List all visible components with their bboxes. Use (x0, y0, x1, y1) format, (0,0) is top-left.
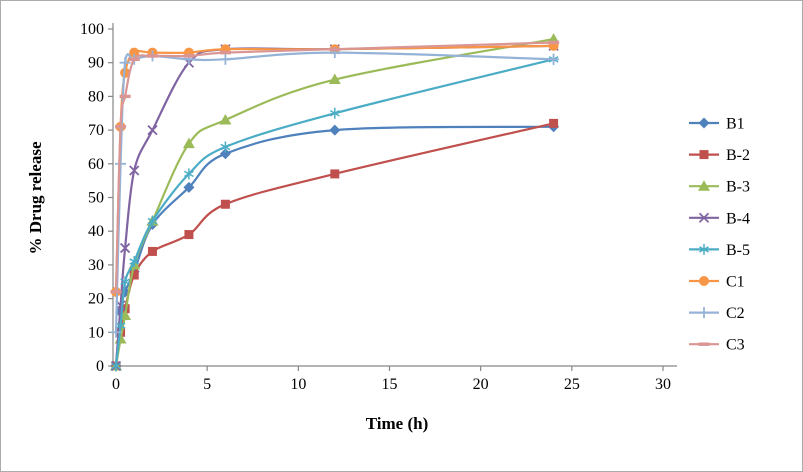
y-tick-label: 60 (88, 156, 104, 173)
marker-B-2 (129, 270, 139, 280)
series-line-B-2 (114, 122, 555, 368)
x-axis-title: Time (h) (366, 414, 429, 433)
y-tick-label: 0 (96, 358, 104, 375)
marker-B-5 (220, 143, 231, 151)
marker-B-3 (328, 73, 341, 85)
legend-marker-B-3 (698, 180, 710, 191)
series-line-B1 (114, 125, 555, 368)
x-tick-label: 0 (112, 376, 120, 393)
marker-B1 (183, 181, 195, 193)
series-line-B-3 (114, 38, 555, 368)
legend-item-C1: C1 (689, 274, 745, 291)
y-tick-label: 30 (88, 257, 104, 274)
y-tick-label: 70 (88, 122, 104, 139)
legend-marker-B1 (698, 117, 710, 129)
marker-B-5 (120, 278, 130, 286)
legend-item-B-3: B-3 (689, 179, 750, 196)
series-line-B-5 (114, 58, 555, 368)
marker-B-4 (119, 242, 131, 254)
marker-B-5 (329, 109, 340, 117)
chart-legend: B1 B-2 B-3 B-4 B-5 C1 C2 C3 (689, 116, 750, 354)
legend-item-B-4: B-4 (689, 210, 750, 227)
legend-item-B1: B1 (689, 116, 745, 133)
legend-marker-B-4 (698, 212, 710, 223)
marker-B-3 (219, 113, 232, 125)
legend-label-C1: C1 (726, 274, 745, 291)
marker-B-2 (220, 199, 230, 209)
series-line-C2 (114, 51, 555, 334)
y-tick-label: 50 (88, 190, 104, 207)
marker-B-4 (129, 165, 140, 176)
marker-B-2 (549, 118, 559, 128)
legend-label-B1: B1 (726, 116, 745, 133)
marker-B-5 (111, 362, 121, 370)
y-tick-label: 100 (80, 21, 104, 38)
y-tick-label: 80 (88, 88, 104, 105)
marker-B-5 (115, 322, 126, 329)
marker-B-2 (330, 169, 340, 179)
legend-item-B-2: B-2 (689, 147, 750, 164)
x-tick-label: 25 (564, 376, 580, 393)
legend-item-B-5: B-5 (689, 242, 750, 259)
chart-plot-area: 0 10 20 30 40 50 60 70 80 90 100 0 5 10 15 20 25 30 (80, 21, 677, 393)
marker-B-4 (147, 124, 158, 136)
legend-label-B-2: B-2 (726, 147, 750, 164)
legend-label-C2: C2 (726, 305, 745, 322)
legend-label-C3: C3 (726, 337, 745, 354)
legend-item-C3: C3 (689, 337, 745, 354)
marker-B-5 (129, 258, 140, 265)
marker-C1 (129, 47, 140, 58)
x-tick-label: 30 (655, 376, 671, 393)
x-tick-label: 5 (203, 376, 211, 393)
marker-B-3 (182, 137, 195, 149)
x-tick-label: 10 (290, 376, 306, 393)
y-tick-label: 90 (88, 55, 104, 72)
y-tick-label: 20 (88, 291, 104, 308)
legend-label-B-5: B-5 (726, 242, 750, 259)
legend-label-B-4: B-4 (726, 210, 750, 227)
marker-B1 (329, 124, 341, 136)
x-tick-label: 20 (473, 376, 489, 393)
y-tick-label: 40 (88, 223, 104, 240)
marker-B-2 (147, 246, 157, 256)
marker-B1 (219, 148, 231, 160)
y-axis-title: % Drug release (26, 141, 45, 254)
marker-B-5 (147, 217, 158, 225)
legend-marker-C1 (699, 276, 709, 286)
x-tick-label: 15 (382, 376, 398, 393)
legend-item-C2: C2 (689, 305, 745, 322)
legend-marker-B-5 (699, 246, 709, 253)
legend-label-B-3: B-3 (726, 179, 750, 196)
marker-B-2 (184, 230, 194, 240)
y-tick-label: 10 (88, 324, 104, 341)
legend-marker-B-2 (699, 150, 709, 160)
series-line-B-4 (114, 44, 555, 368)
marker-B-5 (184, 170, 194, 178)
